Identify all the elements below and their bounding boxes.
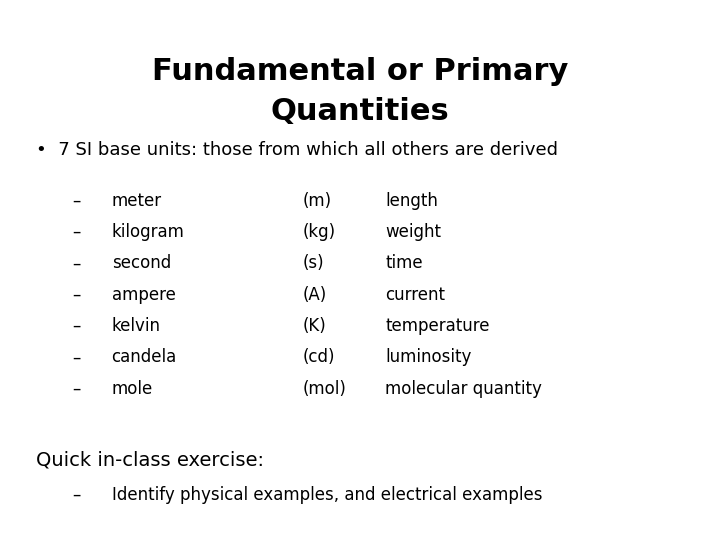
Text: second: second — [112, 254, 171, 272]
Text: Quantities: Quantities — [271, 97, 449, 126]
Text: ampere: ampere — [112, 286, 176, 303]
Text: –: – — [72, 486, 81, 504]
Text: temperature: temperature — [385, 317, 490, 335]
Text: (cd): (cd) — [302, 348, 335, 366]
Text: Quick in-class exercise:: Quick in-class exercise: — [36, 451, 264, 470]
Text: (A): (A) — [302, 286, 327, 303]
Text: luminosity: luminosity — [385, 348, 472, 366]
Text: (kg): (kg) — [302, 223, 336, 241]
Text: –: – — [72, 317, 81, 335]
Text: kelvin: kelvin — [112, 317, 161, 335]
Text: Identify physical examples, and electrical examples: Identify physical examples, and electric… — [112, 486, 542, 504]
Text: –: – — [72, 380, 81, 397]
Text: –: – — [72, 192, 81, 210]
Text: molecular quantity: molecular quantity — [385, 380, 542, 397]
Text: –: – — [72, 286, 81, 303]
Text: (K): (K) — [302, 317, 326, 335]
Text: •  7 SI base units: those from which all others are derived: • 7 SI base units: those from which all … — [36, 141, 558, 159]
Text: (s): (s) — [302, 254, 324, 272]
Text: –: – — [72, 254, 81, 272]
Text: length: length — [385, 192, 438, 210]
Text: Fundamental or Primary: Fundamental or Primary — [152, 57, 568, 86]
Text: current: current — [385, 286, 445, 303]
Text: –: – — [72, 348, 81, 366]
Text: meter: meter — [112, 192, 162, 210]
Text: mole: mole — [112, 380, 153, 397]
Text: –: – — [72, 223, 81, 241]
Text: candela: candela — [112, 348, 177, 366]
Text: time: time — [385, 254, 423, 272]
Text: kilogram: kilogram — [112, 223, 184, 241]
Text: (m): (m) — [302, 192, 331, 210]
Text: weight: weight — [385, 223, 441, 241]
Text: (mol): (mol) — [302, 380, 346, 397]
